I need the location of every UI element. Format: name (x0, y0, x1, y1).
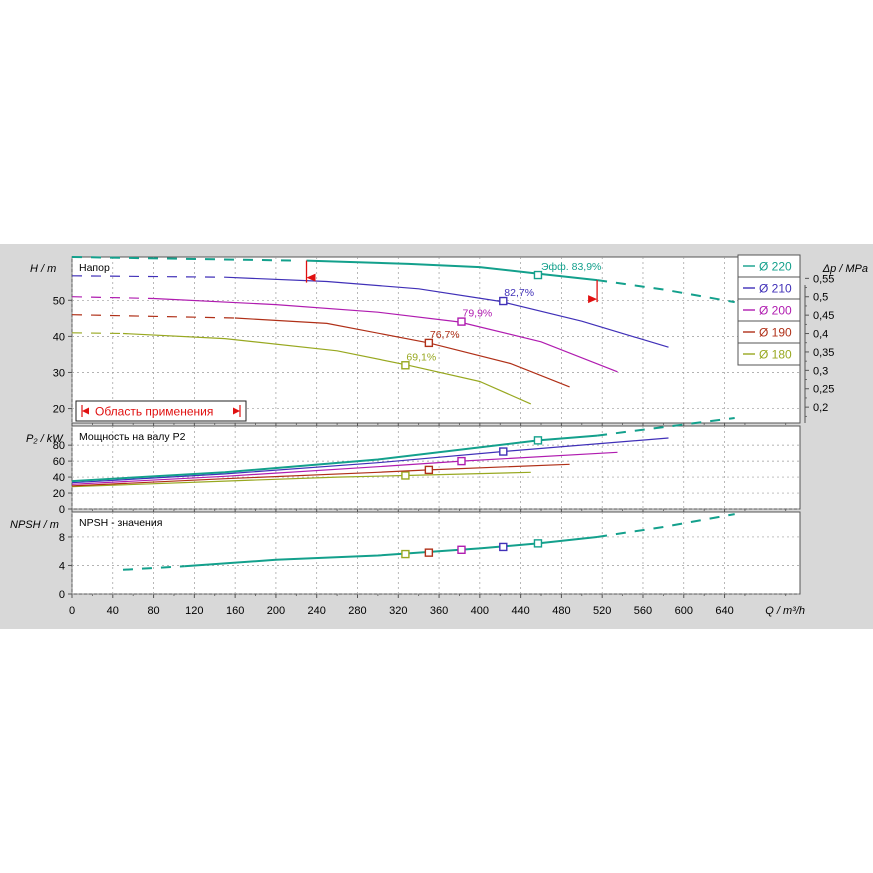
head-eff-label-190: 76,7% (430, 329, 460, 341)
xtick-label-11: 440 (511, 605, 529, 617)
right-tick-label-6: 0,25 (813, 384, 834, 396)
xtick-label-12: 480 (552, 605, 570, 617)
head-curve-200 (153, 297, 618, 373)
head-plot-frame (71, 256, 801, 424)
head-curve-190-dashed-left (71, 314, 236, 319)
head-eff-label-200: 79,9% (462, 308, 492, 320)
npsh-point-210 (499, 542, 508, 552)
legend-label-210: Ø 210 (759, 282, 792, 296)
power-ytick-label-2: 40 (53, 472, 65, 484)
xtick-label-0: 0 (69, 605, 75, 617)
legend-label-200: Ø 200 (759, 304, 792, 318)
legend-label-180: Ø 180 (759, 348, 792, 362)
head-eff-label-210: 82,7% (504, 287, 534, 299)
npsh-point-220 (533, 539, 543, 548)
right-tick-label-5: 0,3 (813, 365, 828, 377)
power-ytick-label-3: 60 (53, 456, 65, 468)
power-bep-marker-190 (424, 465, 434, 475)
power-curve-220 (71, 434, 598, 483)
head-curve-210 (224, 276, 669, 348)
head-bep-marker-220 (533, 270, 543, 280)
xtick-label-4: 160 (226, 605, 244, 617)
legend-label-190: Ø 190 (759, 326, 792, 340)
power-ytick-label-1: 20 (53, 488, 65, 500)
npsh-point-200 (457, 545, 466, 554)
npsh-ytick-label-1: 4 (59, 560, 65, 572)
power-ytick-label-0: 0 (59, 504, 65, 516)
npsh-ytick-label-0: 0 (59, 589, 65, 601)
right-tick-label-4: 0,35 (813, 347, 834, 359)
power-bep-marker-180 (401, 471, 410, 480)
npsh-panel-title: NPSH - значения (79, 517, 162, 529)
power-ylabel: P₂ / kW (26, 433, 64, 445)
head-eff-label-180: 69,1% (406, 351, 436, 363)
power-bep-marker-200 (457, 456, 466, 466)
app-range-left-arrow (82, 407, 89, 415)
npsh-ytick-label-2: 8 (59, 532, 65, 544)
npsh-plot-frame (71, 511, 801, 595)
xtick-label-7: 280 (348, 605, 366, 617)
xtick-label-15: 600 (675, 605, 693, 617)
legend-label-220: Ø 220 (759, 260, 792, 274)
head-curve-180-dashed-left (71, 332, 124, 335)
xtick-label-13: 520 (593, 605, 611, 617)
npsh-curve-220-dashed-right (596, 513, 735, 538)
right-tick-label-3: 0,4 (813, 329, 828, 341)
xtick-label-9: 360 (430, 605, 448, 617)
right-ylabel: Δp / MPa (822, 263, 868, 275)
xtick-label-6: 240 (308, 605, 326, 617)
power-curve-180 (71, 471, 531, 488)
head-curve-210-dashed-left (71, 275, 225, 278)
app-range-right-arrow (233, 407, 240, 415)
app-range-box (75, 400, 247, 422)
head-curve-220-dashed-right (596, 279, 735, 304)
head-ytick-label-1: 30 (53, 367, 65, 379)
xtick-label-16: 640 (715, 605, 733, 617)
power-curve-190 (71, 463, 570, 487)
npsh-point-190 (424, 548, 434, 557)
head-bep-marker-200 (457, 317, 466, 326)
head-eff-label-220: Эфф. 83,9% (541, 261, 601, 273)
power-curve-210 (71, 437, 669, 484)
power-panel-title: Мощность на валу P2 (79, 431, 186, 443)
power-bep-marker-220 (533, 436, 543, 445)
power-bep-marker-210 (499, 447, 508, 456)
head-ytick-label-0: 20 (53, 404, 65, 416)
xtick-label-1: 40 (107, 605, 119, 617)
power-curve-200 (71, 451, 618, 485)
npsh-ylabel: NPSH / m (10, 519, 59, 531)
right-tick-label-7: 0,2 (813, 402, 828, 414)
xtick-label-8: 320 (389, 605, 407, 617)
head-curve-200-dashed-left (71, 296, 154, 300)
head-curve-180 (122, 332, 532, 405)
legend-item-box-180 (737, 342, 801, 366)
power-plot-frame (71, 425, 801, 510)
right-tick-label-0: 0,55 (813, 273, 834, 285)
xtick-label-2: 80 (147, 605, 159, 617)
pump-curve-chart: 20 30 40 50 Напор 0 20 40 60 80 Мощность на валу P… (0, 244, 873, 629)
range-right-arrow (588, 295, 598, 304)
xtick-label-10: 400 (471, 605, 489, 617)
head-bep-marker-190 (424, 338, 434, 348)
head-bep-marker-180 (401, 361, 410, 370)
head-panel-title: Напор (79, 262, 110, 274)
xtick-label-5: 200 (267, 605, 285, 617)
app-range-label: Область применения (95, 405, 213, 419)
npsh-point-180 (401, 549, 410, 559)
head-curve-220 (306, 259, 598, 282)
head-ytick-label-2: 40 (53, 331, 65, 343)
power-ytick-label-4: 80 (53, 440, 65, 452)
x-axis-label: Q / m³/h (765, 605, 805, 617)
xtick-label-14: 560 (634, 605, 652, 617)
right-tick-label-1: 0,5 (813, 292, 828, 304)
head-ylabel: H / m (30, 263, 56, 275)
head-ytick-label-3: 50 (53, 295, 65, 307)
range-left-arrow (306, 273, 316, 282)
right-tick-label-2: 0,45 (813, 310, 834, 322)
head-bep-marker-210 (499, 296, 508, 306)
xtick-label-3: 120 (185, 605, 203, 617)
power-curve-220-dashed-right (596, 417, 735, 437)
